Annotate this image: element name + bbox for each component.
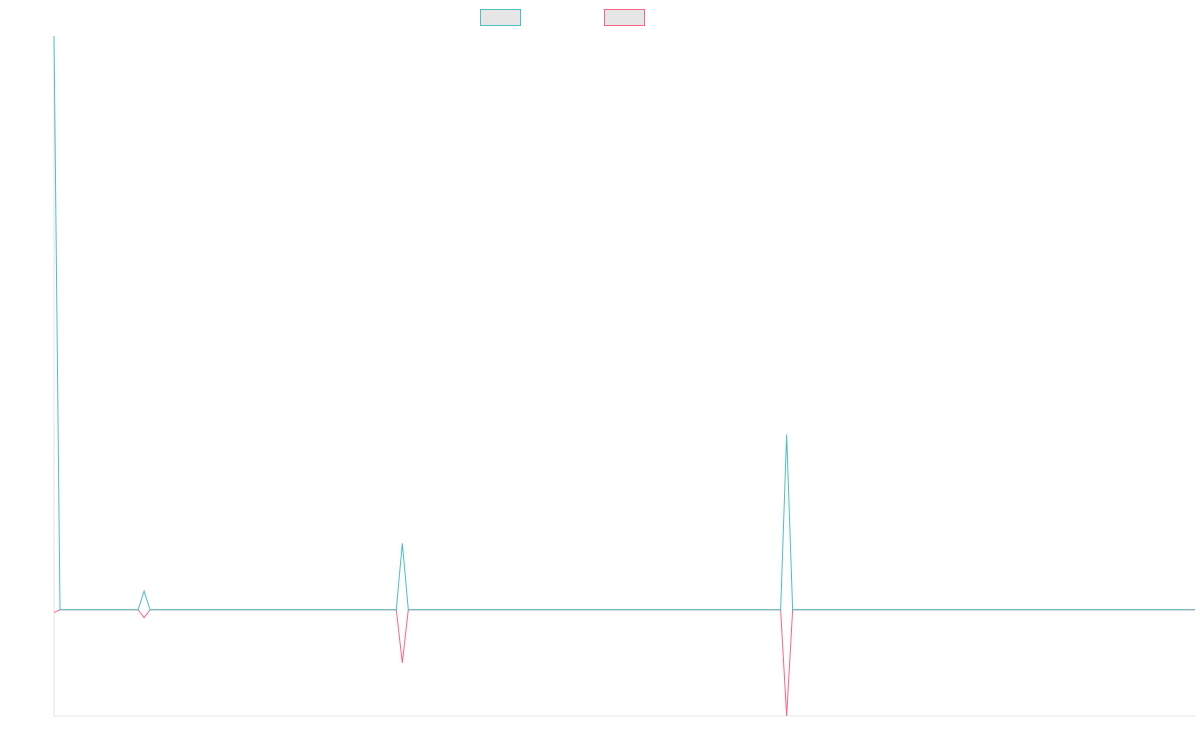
legend[interactable]	[480, 9, 645, 26]
legend-swatch-1[interactable]	[480, 9, 521, 26]
series-layer	[53, 35, 1195, 717]
axes-layer	[53, 36, 1195, 717]
series-line-2	[53, 609, 1195, 717]
legend-swatch-2[interactable]	[604, 9, 645, 26]
series-line-1	[53, 35, 1195, 611]
